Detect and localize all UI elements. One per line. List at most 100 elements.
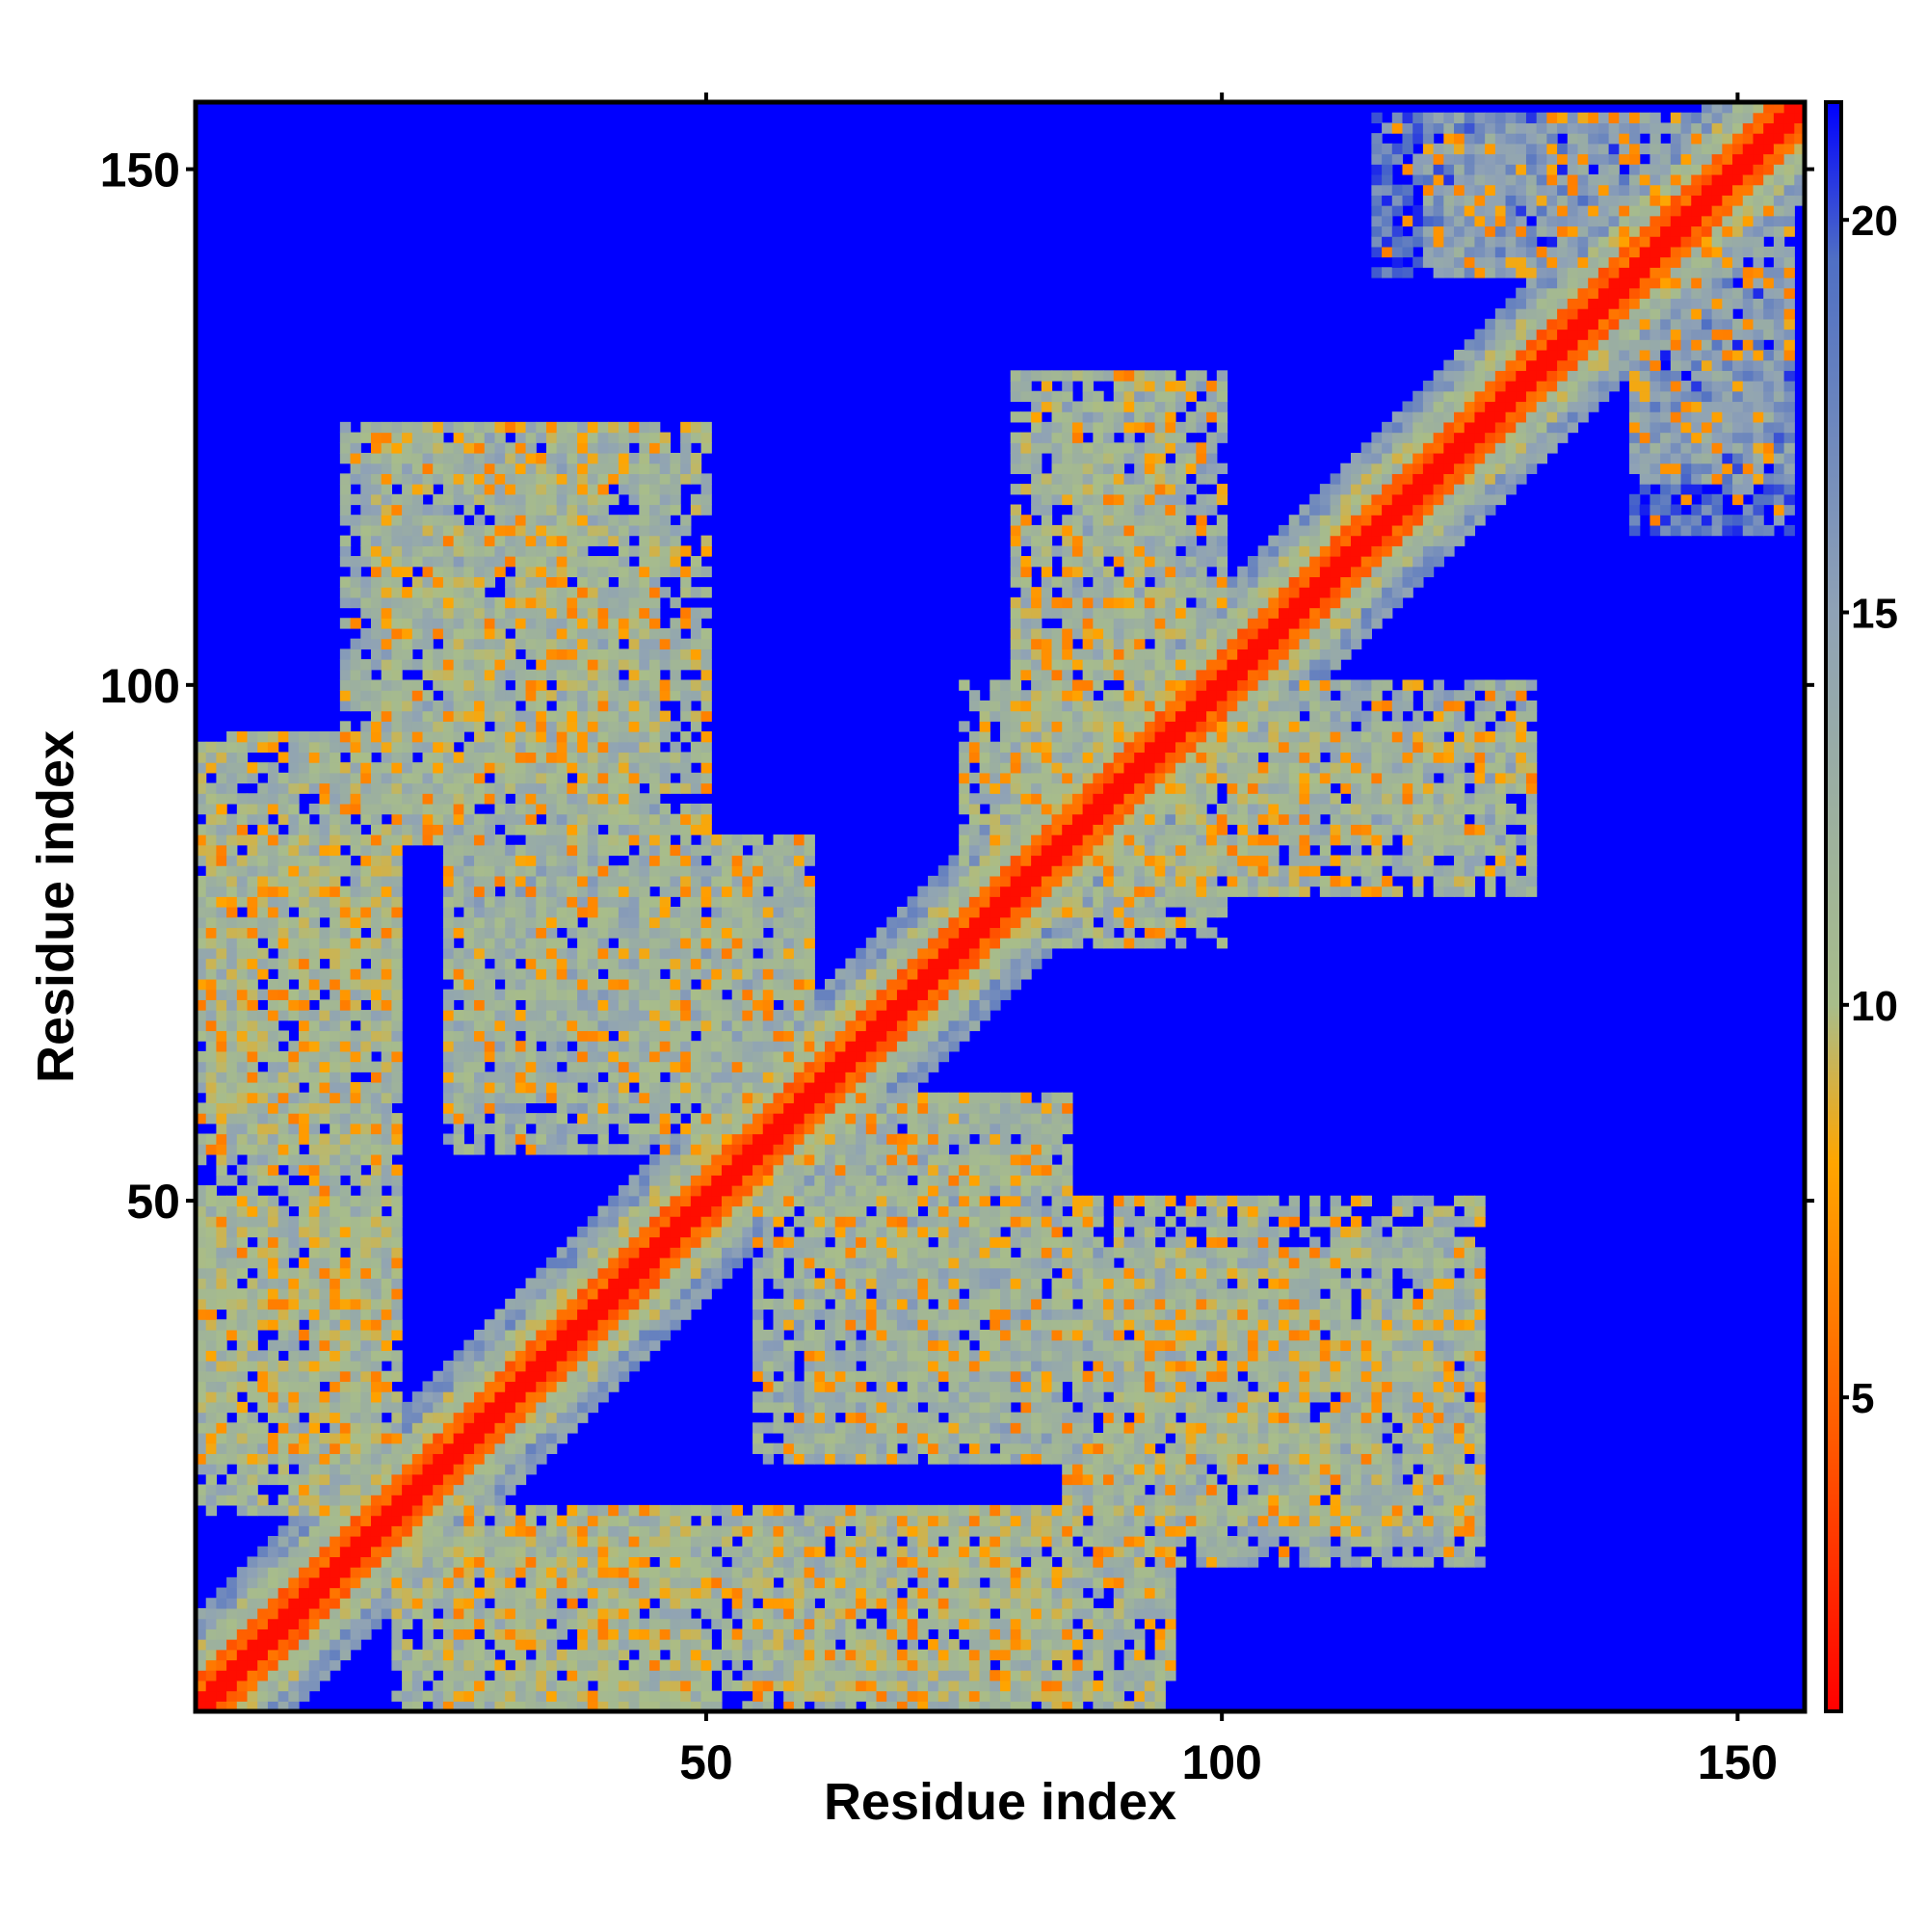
heatmap-cell <box>597 1319 609 1331</box>
heatmap-cell <box>453 1412 464 1423</box>
heatmap-cell <box>639 886 650 897</box>
heatmap-cell <box>247 1464 258 1475</box>
heatmap-cell <box>205 1391 218 1403</box>
heatmap-cell <box>370 484 383 495</box>
heatmap-cell <box>442 618 455 629</box>
heatmap-cell <box>649 700 661 712</box>
heatmap-cell <box>422 1401 434 1414</box>
heatmap-cell <box>299 1278 310 1289</box>
heatmap-cell <box>442 524 455 537</box>
heatmap-cell <box>267 1309 279 1320</box>
heatmap-cell <box>370 432 383 443</box>
heatmap-cell <box>525 834 537 846</box>
heatmap-cell <box>515 1422 527 1434</box>
heatmap-cell <box>597 1339 609 1351</box>
heatmap-cell <box>402 721 413 732</box>
heatmap-cell <box>639 1019 650 1032</box>
heatmap-cell <box>628 938 640 949</box>
heatmap-cell <box>474 556 486 568</box>
heatmap-cell <box>659 1153 672 1166</box>
heatmap-cell <box>453 896 464 908</box>
heatmap-cell <box>639 834 650 846</box>
heatmap-cell <box>236 1309 249 1320</box>
heatmap-cell <box>484 1649 496 1661</box>
heatmap-cell <box>649 1298 661 1310</box>
heatmap-cell <box>618 690 630 701</box>
heatmap-cell <box>700 700 712 712</box>
heatmap-cell <box>463 1536 475 1548</box>
heatmap-cell <box>525 741 537 754</box>
heatmap-cell <box>587 618 599 629</box>
heatmap-cell <box>742 1556 753 1568</box>
heatmap-cell <box>597 1092 609 1103</box>
heatmap-cell <box>205 1278 218 1289</box>
heatmap-cell <box>442 968 455 980</box>
heatmap-cell <box>536 1556 547 1568</box>
heatmap-cell <box>608 958 620 969</box>
heatmap-cell <box>308 1381 321 1392</box>
heatmap-cell <box>639 793 650 805</box>
heatmap-cell <box>442 1010 455 1021</box>
heatmap-cell <box>247 855 258 866</box>
heatmap-cell <box>299 1525 310 1537</box>
heatmap-cell <box>267 1216 279 1228</box>
heatmap-cell <box>659 1525 672 1537</box>
heatmap-cell <box>545 659 558 671</box>
heatmap-cell <box>453 1061 464 1072</box>
heatmap-cell <box>360 1422 372 1434</box>
heatmap-cell <box>391 938 403 949</box>
heatmap-cell <box>247 1113 258 1125</box>
heatmap-cell <box>608 566 620 578</box>
heatmap-cell <box>494 1607 506 1620</box>
heatmap-cell <box>700 1690 712 1702</box>
heatmap-cell <box>608 442 620 454</box>
heatmap-cell <box>442 1525 455 1537</box>
heatmap-cell <box>556 865 568 877</box>
heatmap-cell <box>257 1639 269 1651</box>
heatmap-cell <box>370 844 383 857</box>
heatmap-cell <box>370 1133 383 1145</box>
heatmap-cell <box>288 855 300 866</box>
heatmap-cell <box>649 731 661 743</box>
heatmap-cell <box>381 1607 392 1620</box>
heatmap-cell <box>536 1690 547 1702</box>
heatmap-cell <box>463 865 475 877</box>
heatmap-cell <box>402 515 413 526</box>
heatmap-cell <box>505 1628 516 1640</box>
heatmap-cell <box>505 1391 516 1403</box>
heatmap-cell <box>597 741 609 754</box>
heatmap-cell <box>247 1144 258 1155</box>
heatmap-cell <box>247 1309 258 1320</box>
heatmap-cell <box>494 1442 506 1454</box>
heatmap-cell <box>433 587 444 598</box>
heatmap-cell <box>433 1680 444 1692</box>
heatmap-cell <box>308 1473 321 1486</box>
heatmap-cell <box>567 978 578 991</box>
heatmap-cell <box>236 1484 249 1495</box>
heatmap-cell <box>267 1092 279 1103</box>
heatmap-cell <box>700 938 712 949</box>
heatmap-cell <box>670 927 681 939</box>
heatmap-cell <box>247 1567 258 1578</box>
heatmap-cell <box>422 1391 434 1403</box>
heatmap-cell <box>474 524 486 537</box>
heatmap-cell <box>731 978 743 991</box>
heatmap-cell <box>494 896 506 908</box>
heatmap-cell <box>226 1113 238 1125</box>
heatmap-cell <box>236 1361 249 1372</box>
heatmap-cell <box>236 1164 249 1176</box>
heatmap-cell <box>391 855 403 866</box>
heatmap-cell <box>288 1102 300 1114</box>
heatmap-cell <box>330 1092 341 1103</box>
heatmap-cell <box>267 1278 279 1289</box>
heatmap-cell <box>742 865 753 877</box>
heatmap-cell <box>319 1370 330 1383</box>
heatmap-cell <box>618 1556 630 1568</box>
heatmap-cell <box>670 524 681 537</box>
heatmap-cell <box>731 999 743 1011</box>
heatmap-cell <box>484 1576 496 1589</box>
heatmap-cell <box>670 762 681 774</box>
heatmap-cell <box>690 1185 702 1197</box>
heatmap-cell <box>545 999 558 1011</box>
heatmap-cell <box>216 1442 227 1454</box>
